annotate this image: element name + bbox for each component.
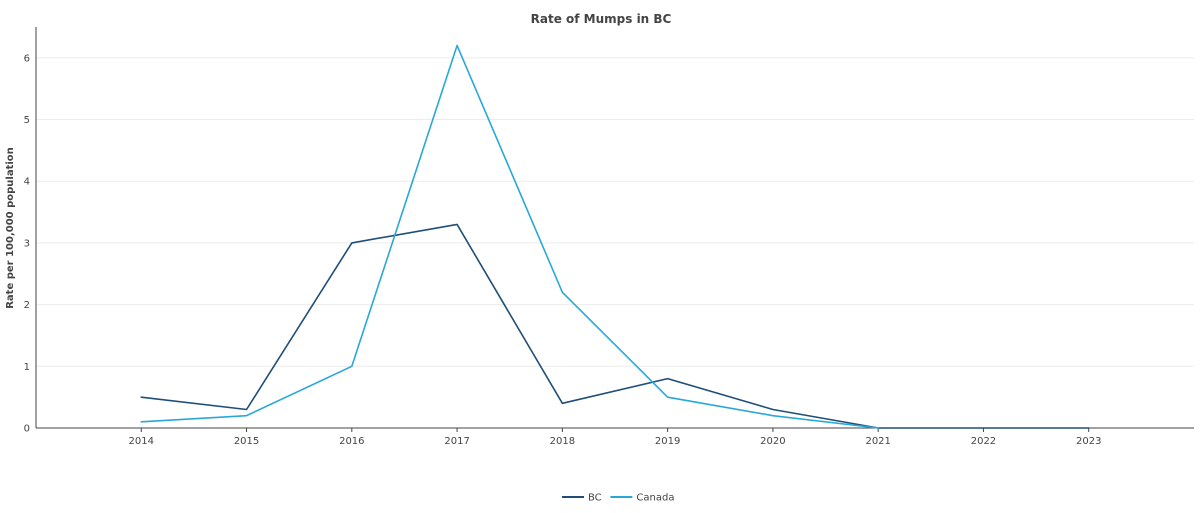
y-tick-4: 4 [24,177,30,188]
y-tick-6: 6 [24,53,30,64]
x-tick-2018: 2018 [550,436,575,447]
axes [35,27,1194,429]
legend: BC Canada [562,493,674,504]
series-line-bc [140,223,1090,429]
chart-title: Rate of Mumps in BC [531,12,672,26]
gridlines [36,57,1194,367]
y-tick-labels: 0 1 2 3 4 5 6 [24,53,30,434]
x-tick-labels: 2014 2015 2016 2017 2018 2019 2020 2021 2022 2023 [129,428,1101,447]
y-axis-label: Rate per 100,000 population [5,147,16,309]
x-tick-2016: 2016 [339,436,364,447]
y-tick-0: 0 [24,424,30,435]
x-tick-2020: 2020 [760,436,785,447]
x-tick-2014: 2014 [129,436,154,447]
x-tick-2021: 2021 [865,436,890,447]
legend-item-bc: BC [562,493,602,504]
y-tick-2: 2 [24,300,30,311]
series-line-canada [140,44,879,429]
x-tick-2017: 2017 [444,436,469,447]
x-tick-2022: 2022 [971,436,996,447]
x-tick-2019: 2019 [655,436,680,447]
x-tick-2023: 2023 [1076,436,1101,447]
y-tick-5: 5 [24,115,30,126]
legend-item-canada: Canada [610,493,674,504]
series-lines [140,44,1090,429]
x-tick-2015: 2015 [234,436,259,447]
legend-label-canada: Canada [636,493,674,504]
y-tick-1: 1 [24,362,30,373]
legend-label-bc: BC [588,493,602,504]
y-tick-3: 3 [24,238,30,249]
